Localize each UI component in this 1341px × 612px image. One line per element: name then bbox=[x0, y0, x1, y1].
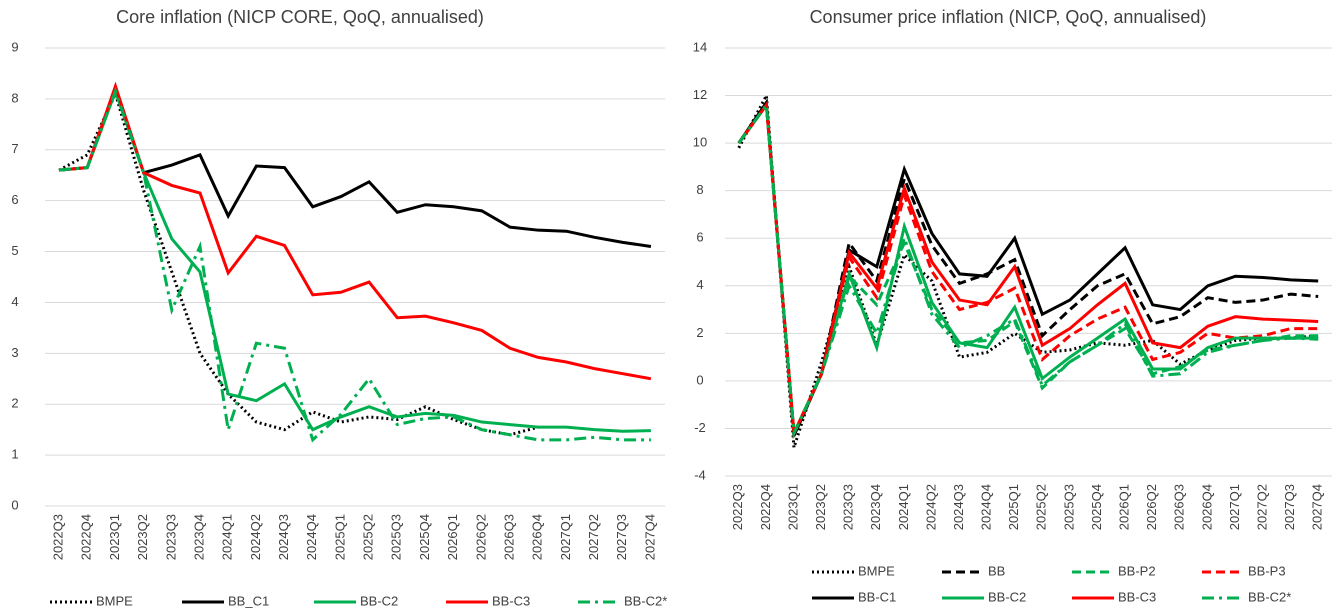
x-tick-label: 2027Q3 bbox=[614, 514, 629, 560]
y-tick-label: 0 bbox=[696, 372, 703, 387]
series-line bbox=[58, 81, 652, 381]
y-tick-label: 6 bbox=[696, 230, 703, 245]
x-tick-label: 2025Q4 bbox=[417, 514, 432, 560]
x-tick-label: 2023Q2 bbox=[135, 514, 150, 560]
x-tick-label: 2024Q4 bbox=[304, 514, 319, 560]
x-tick-label: 2024Q3 bbox=[276, 514, 291, 560]
x-tick-label: 2027Q1 bbox=[558, 514, 573, 560]
x-tick-label: 2025Q4 bbox=[1089, 484, 1104, 530]
x-tick-label: 2027Q2 bbox=[586, 514, 601, 560]
legend-label: BB-C3 bbox=[492, 593, 530, 608]
chart-title: Core inflation (NICP CORE, QoQ, annualis… bbox=[116, 7, 484, 27]
x-tick-label: 2027Q2 bbox=[1254, 484, 1269, 530]
y-tick-label: 1 bbox=[11, 447, 18, 462]
x-tick-label: 2023Q4 bbox=[868, 484, 883, 530]
x-tick-label: 2026Q4 bbox=[1199, 484, 1214, 530]
legend-label: BB-P2 bbox=[1118, 563, 1156, 578]
legend-label: BMPE bbox=[858, 563, 895, 578]
y-tick-label: -2 bbox=[694, 420, 706, 435]
series-line bbox=[737, 100, 1319, 439]
x-tick-label: 2026Q2 bbox=[1144, 484, 1159, 530]
y-tick-label: 4 bbox=[11, 294, 18, 309]
x-tick-label: 2025Q3 bbox=[389, 514, 404, 560]
x-tick-label: 2023Q1 bbox=[785, 484, 800, 530]
x-tick-label: 2023Q3 bbox=[163, 514, 178, 560]
x-tick-label: 2023Q1 bbox=[107, 514, 122, 560]
x-tick-label: 2023Q2 bbox=[813, 484, 828, 530]
x-tick-label: 2024Q3 bbox=[951, 484, 966, 530]
legend-label: BMPE bbox=[96, 593, 133, 608]
x-tick-label: 2023Q3 bbox=[841, 484, 856, 530]
legend-label: BB bbox=[988, 563, 1005, 578]
x-tick-label: 2022Q4 bbox=[758, 484, 773, 530]
legend-label: BB-P3 bbox=[1248, 563, 1286, 578]
series-line bbox=[737, 100, 1319, 439]
y-tick-label: 2 bbox=[11, 396, 18, 411]
x-tick-label: 2026Q3 bbox=[1172, 484, 1187, 530]
x-tick-label: 2025Q3 bbox=[1061, 484, 1076, 530]
legend-label: BB-C2 bbox=[988, 589, 1026, 604]
x-tick-label: 2024Q4 bbox=[979, 484, 994, 530]
x-tick-label: 2027Q4 bbox=[1310, 484, 1325, 530]
y-tick-label: 8 bbox=[11, 90, 18, 105]
legend-label: BB-C2* bbox=[1248, 589, 1291, 604]
series-line bbox=[737, 98, 1319, 437]
legend-label: BB-C2* bbox=[624, 593, 667, 608]
y-tick-label: 0 bbox=[11, 497, 18, 512]
series-line bbox=[737, 100, 1319, 439]
x-tick-label: 2022Q3 bbox=[51, 514, 66, 560]
x-tick-label: 2024Q1 bbox=[220, 514, 235, 560]
x-tick-label: 2024Q2 bbox=[248, 514, 263, 560]
x-tick-label: 2026Q4 bbox=[530, 514, 545, 560]
legend-label: BB-C3 bbox=[1118, 589, 1156, 604]
y-tick-label: 7 bbox=[11, 141, 18, 156]
x-tick-label: 2026Q1 bbox=[445, 514, 460, 560]
x-tick-label: 2026Q2 bbox=[473, 514, 488, 560]
y-tick-label: 5 bbox=[11, 243, 18, 258]
x-tick-label: 2025Q2 bbox=[361, 514, 376, 560]
y-tick-label: 14 bbox=[693, 39, 707, 54]
y-tick-label: 12 bbox=[693, 87, 707, 102]
legend-label: BB-C1 bbox=[858, 589, 896, 604]
x-tick-label: 2027Q4 bbox=[642, 514, 657, 560]
series-line bbox=[58, 86, 651, 433]
x-tick-label: 2024Q1 bbox=[896, 484, 911, 530]
series-line bbox=[737, 98, 1319, 437]
x-tick-label: 2022Q4 bbox=[79, 514, 94, 560]
x-tick-label: 2026Q3 bbox=[501, 514, 516, 560]
series-line bbox=[58, 89, 539, 437]
y-tick-label: 6 bbox=[11, 192, 18, 207]
series-line bbox=[58, 84, 652, 248]
series-line bbox=[58, 86, 651, 443]
x-tick-label: 2027Q1 bbox=[1227, 484, 1242, 530]
series-line bbox=[737, 90, 1319, 448]
y-tick-label: 8 bbox=[696, 182, 703, 197]
x-tick-label: 2026Q1 bbox=[1117, 484, 1132, 530]
y-tick-label: -4 bbox=[694, 467, 706, 482]
x-tick-label: 2023Q4 bbox=[191, 514, 206, 560]
x-tick-label: 2025Q1 bbox=[1006, 484, 1021, 530]
series-line bbox=[737, 100, 1319, 439]
y-tick-label: 10 bbox=[693, 135, 707, 150]
y-tick-label: 2 bbox=[696, 325, 703, 340]
x-tick-label: 2025Q2 bbox=[1034, 484, 1049, 530]
y-tick-label: 3 bbox=[11, 345, 18, 360]
series-line bbox=[737, 100, 1319, 439]
y-tick-label: 4 bbox=[696, 277, 703, 292]
x-tick-label: 2027Q3 bbox=[1282, 484, 1297, 530]
x-tick-label: 2025Q1 bbox=[332, 514, 347, 560]
legend-label: BB-C2 bbox=[360, 593, 398, 608]
x-tick-label: 2024Q2 bbox=[923, 484, 938, 530]
chart-title: Consumer price inflation (NICP, QoQ, ann… bbox=[810, 7, 1207, 27]
legend-label: BB_C1 bbox=[228, 593, 269, 608]
x-tick-label: 2022Q3 bbox=[730, 484, 745, 530]
y-tick-label: 9 bbox=[11, 39, 18, 54]
